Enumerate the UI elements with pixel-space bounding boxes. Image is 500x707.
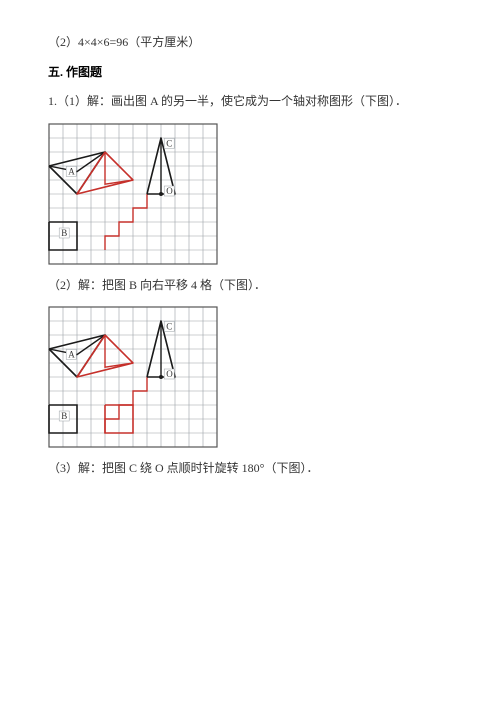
- page-root: （2）4×4×6=96（平方厘米） 五. 作图题 1.（1）解：画出图 A 的另…: [0, 0, 500, 512]
- svg-text:O: O: [166, 186, 173, 196]
- figure-1-container: A B C O: [48, 123, 452, 265]
- svg-text:B: B: [61, 228, 67, 238]
- svg-text:O: O: [166, 369, 173, 379]
- question-1-text: 1.（1）解：画出图 A 的另一半，使它成为一个轴对称图形（下图）．: [48, 91, 452, 113]
- section-title: 五. 作图题: [48, 62, 452, 84]
- svg-text:C: C: [166, 138, 172, 148]
- question-3-text: （3）解：把图 C 绕 O 点顺时针旋转 180°（下图）．: [48, 458, 452, 480]
- figure-1: A B C O: [48, 123, 218, 265]
- figure-2: A B C O: [48, 306, 218, 448]
- answer-line: （2）4×4×6=96（平方厘米）: [48, 32, 452, 54]
- svg-text:A: A: [68, 166, 75, 176]
- figure-2-container: A B C O: [48, 306, 452, 448]
- svg-text:B: B: [61, 411, 67, 421]
- svg-text:A: A: [68, 350, 75, 360]
- question-2-text: （2）解：把图 B 向右平移 4 格（下图）．: [48, 275, 452, 297]
- svg-text:C: C: [166, 322, 172, 332]
